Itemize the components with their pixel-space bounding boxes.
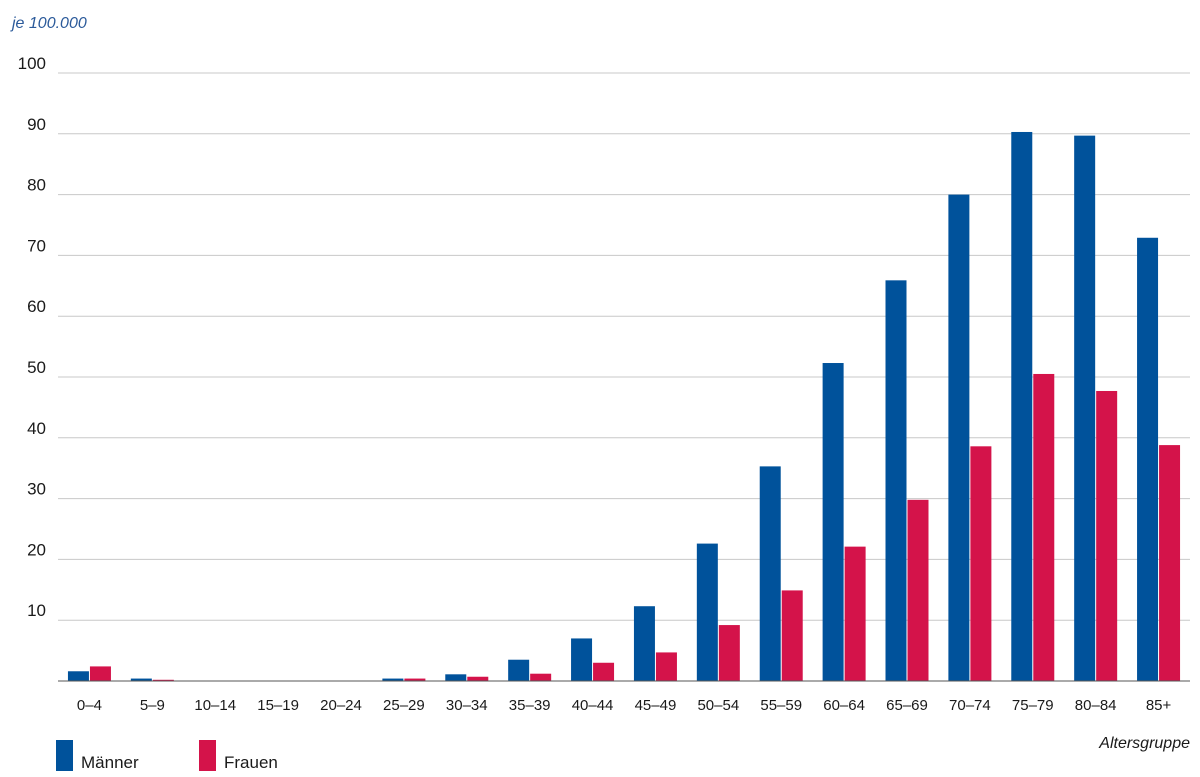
bar-frauen <box>1033 373 1055 681</box>
bar-frauen <box>781 590 803 681</box>
gridlines <box>58 72 1190 621</box>
x-tick-label: 5–9 <box>140 697 165 714</box>
legend-label: Frauen <box>224 753 278 772</box>
bar-frauen <box>404 678 426 681</box>
x-tick-label: 15–19 <box>257 697 299 714</box>
y-tick-label: 30 <box>27 480 46 499</box>
y-tick-label: 20 <box>27 540 46 559</box>
y-tick-label: 50 <box>27 358 46 377</box>
bar-frauen <box>530 673 552 681</box>
y-tick-label: 60 <box>27 297 46 316</box>
bar-frauen <box>467 676 489 681</box>
x-tick-label: 55–59 <box>760 697 802 714</box>
bar-frauen <box>718 625 740 681</box>
x-tick-labels: 0–4 5–9 10–14 15–19 20–24 25–29 30–34 35–39 40–4… <box>77 697 1172 714</box>
y-tick-label: 70 <box>27 236 46 255</box>
bar-maenner <box>382 678 404 681</box>
bar-frauen <box>907 499 929 681</box>
bars <box>67 131 1181 681</box>
bar-frauen <box>152 679 174 681</box>
x-tick-label: 50–54 <box>697 697 739 714</box>
bar-maenner <box>130 678 152 681</box>
legend: Männer Frauen <box>56 740 278 772</box>
x-tick-label: 25–29 <box>383 697 425 714</box>
x-tick-label: 80–84 <box>1075 697 1117 714</box>
bar-maenner <box>1074 135 1096 681</box>
x-tick-label: 85+ <box>1146 697 1172 714</box>
bar-maenner <box>696 543 718 681</box>
x-tick-label: 35–39 <box>509 697 551 714</box>
y-tick-labels: 10 20 30 40 50 60 70 80 90 100 <box>18 54 46 620</box>
x-tick-label: 60–64 <box>823 697 865 714</box>
x-tick-label: 0–4 <box>77 697 102 714</box>
x-tick-label: 20–24 <box>320 697 362 714</box>
legend-label: Männer <box>81 753 139 772</box>
y-tick-label: 10 <box>27 601 46 620</box>
bar-maenner <box>948 194 970 681</box>
bar-frauen <box>844 546 866 681</box>
y-tick-label: 80 <box>27 176 46 195</box>
bar-frauen <box>89 666 111 681</box>
bar-maenner <box>822 363 844 681</box>
bar-maenner <box>1011 131 1033 681</box>
x-tick-label: 70–74 <box>949 697 991 714</box>
y-tick-label: 40 <box>27 419 46 438</box>
y-tick-label: 100 <box>18 54 46 73</box>
bar-frauen <box>1159 445 1181 681</box>
bar-maenner <box>445 674 467 681</box>
x-tick-label: 30–34 <box>446 697 488 714</box>
x-tick-label: 10–14 <box>194 697 236 714</box>
bar-maenner <box>508 659 530 681</box>
bar-maenner <box>571 638 593 681</box>
bar-frauen <box>970 446 992 681</box>
legend-swatch <box>56 740 73 771</box>
bar-frauen <box>1096 390 1118 681</box>
x-axis-label: Altersgruppe <box>1098 735 1190 752</box>
y-tick-label: 90 <box>27 115 46 134</box>
bar-frauen <box>655 652 677 681</box>
x-tick-label: 40–44 <box>572 697 614 714</box>
bar-maenner <box>759 466 781 681</box>
bar-maenner <box>885 280 907 681</box>
bar-maenner <box>67 671 89 681</box>
legend-swatch <box>199 740 216 771</box>
x-tick-label: 65–69 <box>886 697 928 714</box>
bar-frauen <box>593 662 615 681</box>
bar-maenner <box>633 606 655 681</box>
bar-maenner <box>1137 237 1159 681</box>
y-unit-label: je 100.000 <box>10 15 87 32</box>
x-tick-label: 45–49 <box>635 697 677 714</box>
x-tick-label: 75–79 <box>1012 697 1054 714</box>
